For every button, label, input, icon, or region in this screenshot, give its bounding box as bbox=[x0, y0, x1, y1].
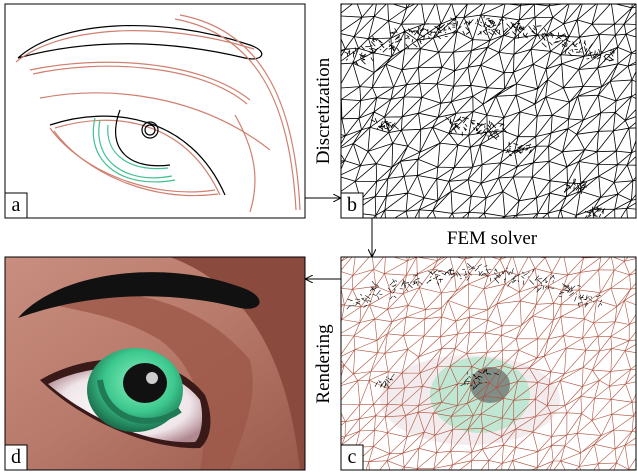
mesh bbox=[341, 257, 636, 470]
step-label: Rendering bbox=[313, 324, 334, 404]
step-label: Discretization bbox=[313, 57, 334, 164]
panel-frame bbox=[340, 3, 637, 219]
panel-label: d bbox=[11, 446, 21, 468]
panel-c: c bbox=[340, 256, 637, 471]
arrows bbox=[305, 198, 372, 279]
panel-label: a bbox=[12, 194, 21, 216]
rendering bbox=[5, 257, 305, 470]
panel-b: b bbox=[340, 3, 637, 219]
panel-label: c bbox=[348, 446, 357, 468]
label-box bbox=[4, 444, 28, 471]
mesh-edges bbox=[341, 257, 636, 470]
label-box bbox=[340, 444, 364, 471]
panel-label: b bbox=[347, 194, 357, 216]
panel-d: d bbox=[4, 256, 306, 471]
mesh-edges bbox=[341, 4, 636, 218]
dense-mesh bbox=[346, 262, 603, 390]
panel-frame bbox=[4, 256, 306, 471]
step-label: FEM solver bbox=[447, 228, 538, 249]
curves bbox=[15, 14, 301, 213]
panel-a: a bbox=[4, 3, 306, 219]
dense-mesh bbox=[344, 15, 615, 218]
label-box bbox=[4, 192, 28, 219]
panel-frame bbox=[4, 3, 306, 219]
mesh bbox=[341, 4, 636, 218]
panel-frame bbox=[340, 256, 637, 471]
label-box bbox=[340, 192, 364, 219]
